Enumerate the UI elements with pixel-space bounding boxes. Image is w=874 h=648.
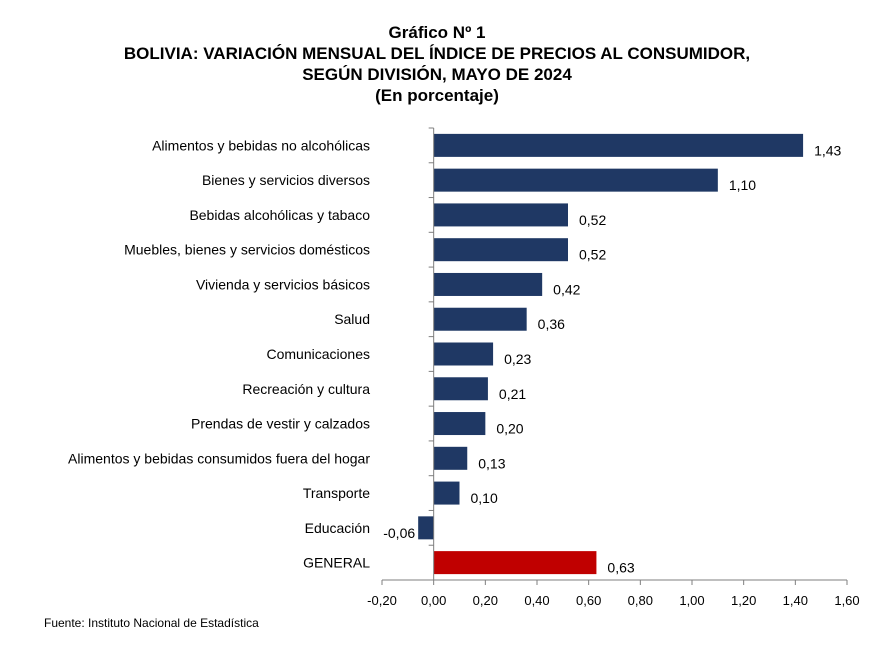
x-tick-label: 1,00 [679,593,704,608]
bar-8 [433,412,486,436]
category-label: Vivienda y servicios básicos [196,276,370,292]
chart-titles: Gráfico Nº 1 BOLIVIA: VARIACIÓN MENSUAL … [0,22,874,106]
category-label: Alimentos y bebidas no alcohólicas [152,137,370,153]
data-label: 0,13 [478,455,505,471]
x-tick-label: 0,40 [524,593,549,608]
category-label: Bebidas alcohólicas y tabaco [189,207,370,223]
x-tick-label: 0,20 [473,593,498,608]
x-tick-label: 1,20 [731,593,756,608]
data-label: 0,23 [504,351,531,367]
category-label: GENERAL [303,555,370,571]
data-label: 0,42 [553,281,580,297]
bar-5 [433,307,527,331]
category-label: Salud [334,311,370,327]
data-label: 0,36 [538,316,565,332]
data-label: 1,10 [729,177,756,193]
data-label: 0,10 [471,490,498,506]
data-label: 0,52 [579,247,606,263]
bar-12 [433,551,597,575]
x-tick-label: 0,60 [576,593,601,608]
data-label: -0,06 [383,525,415,541]
x-tick-label: 0,80 [628,593,653,608]
category-label: Alimentos y bebidas consumidos fuera del… [68,450,370,466]
category-label: Comunicaciones [267,346,371,362]
data-label: 0,21 [499,386,526,402]
source-note: Fuente: Instituto Nacional de Estadístic… [44,616,259,630]
data-label: 0,52 [579,212,606,228]
figure-label: Gráfico Nº 1 [388,23,486,42]
data-label: 0,20 [496,421,523,437]
bar-11 [418,516,434,540]
category-label: Bienes y servicios diversos [202,172,370,188]
data-label: 0,63 [607,560,634,576]
bar-10 [433,481,460,505]
category-label: Educación [305,520,370,536]
category-label: Prendas de vestir y calzados [191,416,370,432]
bar-9 [433,446,468,470]
x-tick-label: -0,20 [367,593,397,608]
chart-subtitle: (En porcentaje) [375,86,499,105]
x-tick-label: 1,40 [783,593,808,608]
bar-7 [433,377,488,401]
category-label: Recreación y cultura [242,381,370,397]
category-label: Muebles, bienes y servicios domésticos [124,242,370,258]
bar-6 [433,342,494,366]
bar-0 [433,133,804,157]
bar-4 [433,272,543,296]
category-label: Transporte [303,485,370,501]
bar-1 [433,168,718,192]
data-label: 1,43 [814,142,841,158]
chart-title-line1: BOLIVIA: VARIACIÓN MENSUAL DEL ÍNDICE DE… [123,44,751,63]
x-tick-label: 1,60 [834,593,859,608]
bar-3 [433,238,568,262]
x-tick-label: 0,00 [421,593,446,608]
bar-2 [433,203,568,227]
chart-title-line2: SEGÚN DIVISIÓN, MAYO DE 2024 [302,65,572,84]
